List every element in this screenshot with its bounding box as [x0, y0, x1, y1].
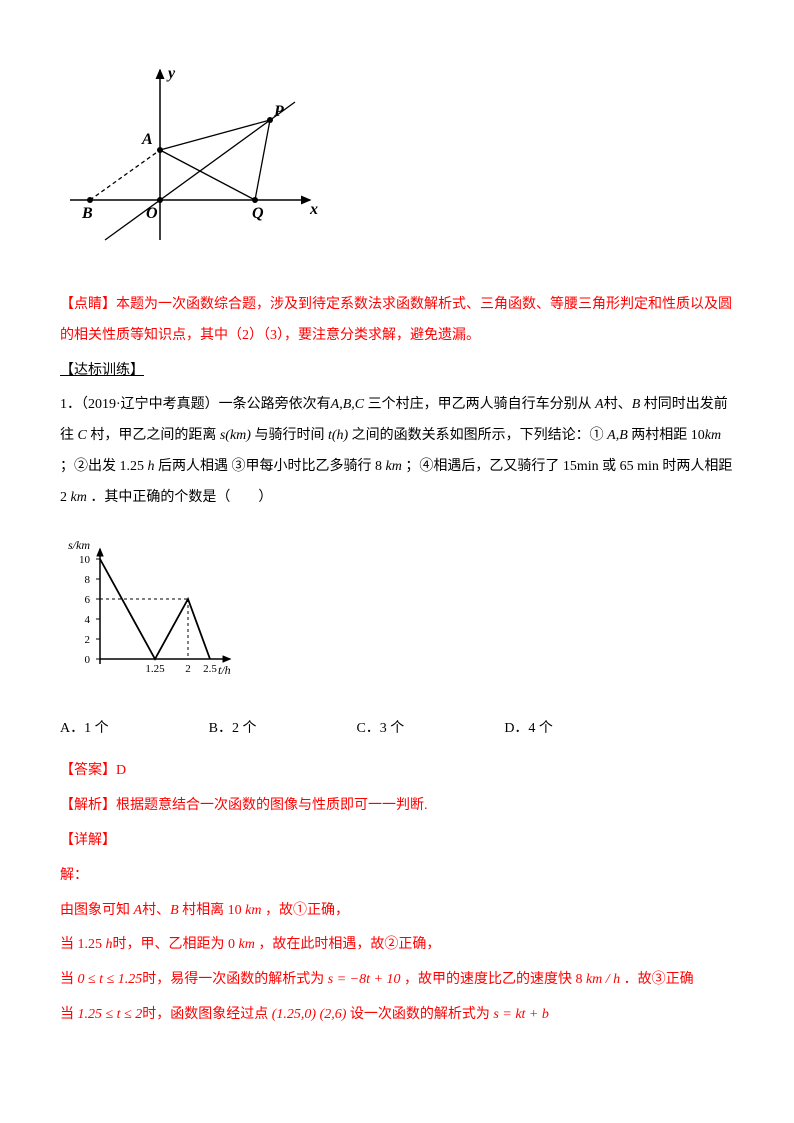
svg-text:2.5: 2.5 [203, 663, 217, 675]
solution-line-1: 由图象可知 A村、B 村相离 10 km ，故①正确， [60, 896, 734, 927]
commentary-prefix: 【点睛】 [60, 297, 116, 312]
label-x: x [309, 201, 318, 218]
svg-text:2: 2 [185, 663, 191, 675]
label-O: O [146, 205, 158, 222]
answer-line: 【答案】D [60, 756, 734, 787]
figure-distance-time-chart: 0 2 4 6 8 10 1.25 2 2.5 s/km t/h [60, 534, 734, 684]
commentary-text: 本题为一次函数综合题，涉及到待定系数法求函数解析式、三角函数、等腰三角形判定和性… [60, 297, 732, 343]
solve-label: 解： [60, 861, 734, 892]
solution-line-4: 当 1.25 ≤ t ≤ 2时，函数图象经过点 (1.25,0) (2,6) 设… [60, 1000, 734, 1031]
label-B: B [81, 205, 93, 222]
chart-ylabel: s/km [68, 538, 90, 552]
label-A: A [141, 131, 153, 148]
label-y: y [166, 65, 176, 82]
option-A: A．1 个 [60, 714, 109, 745]
svg-text:8: 8 [85, 574, 91, 586]
option-D: D．4 个 [504, 714, 553, 745]
svg-text:10: 10 [79, 554, 91, 566]
svg-text:6: 6 [85, 594, 91, 606]
option-B: B．2 个 [209, 714, 257, 745]
chart-xlabel: t/h [218, 663, 231, 677]
label-P: P [273, 103, 284, 120]
answer-options: A．1 个 B．2 个 C．3 个 D．4 个 [60, 714, 734, 745]
question-1: 1．（2019·辽宁中考真题）一条公路旁依次有A,B,C 三个村庄，甲乙两人骑自… [60, 390, 734, 513]
solution-line-2: 当 1.25 h时，甲、乙相距为 0 km ，故在此时相遇，故②正确， [60, 930, 734, 961]
detail-label: 【详解】 [60, 826, 734, 857]
option-C: C．3 个 [356, 714, 404, 745]
commentary: 【点睛】本题为一次函数综合题，涉及到待定系数法求函数解析式、三角函数、等腰三角形… [60, 290, 734, 352]
svg-text:0: 0 [85, 654, 91, 666]
svg-text:1.25: 1.25 [145, 663, 165, 675]
section-heading: 【达标训练】 [60, 356, 734, 387]
solution-line-3: 当 0 ≤ t ≤ 1.25时，易得一次函数的解析式为 s = −8t + 10… [60, 965, 734, 996]
svg-text:2: 2 [85, 634, 91, 646]
label-Q: Q [252, 205, 264, 222]
analysis-line: 【解析】根据题意结合一次函数的图像与性质即可一一判断. [60, 791, 734, 822]
figure-coordinate-plane: y x A B O P Q [60, 60, 734, 260]
svg-text:4: 4 [85, 614, 91, 626]
